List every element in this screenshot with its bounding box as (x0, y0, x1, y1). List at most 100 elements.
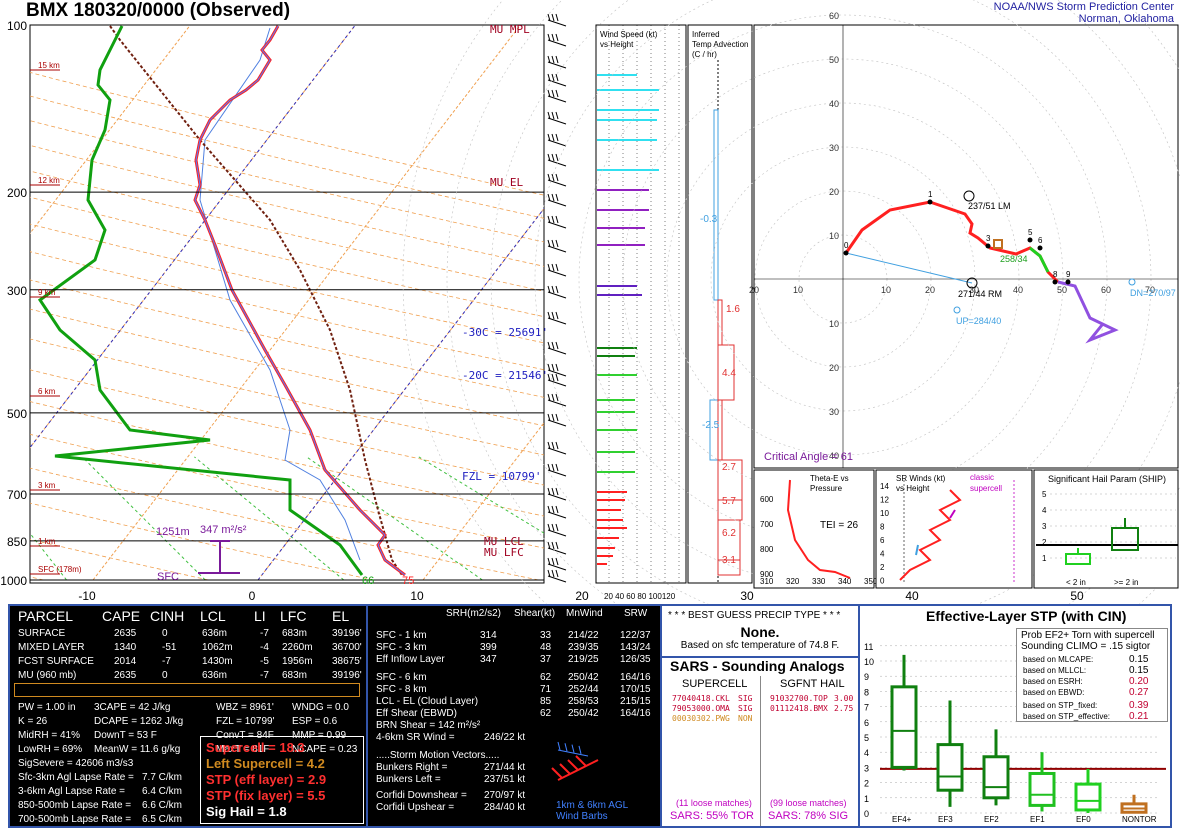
parcel-cell: 1430m (202, 656, 233, 667)
stp-prob-label: based on MLLCL: (1023, 666, 1087, 675)
pressure-label: 850 (7, 535, 27, 549)
thermo-cell: WBZ = 8961' (216, 702, 274, 713)
thermo-cell: K = 26 (18, 716, 48, 727)
isotherm (422, 422, 544, 581)
sars-hail-size: 2.75 (834, 704, 854, 713)
hodo-rm-label: 271/44 RM (958, 289, 1002, 299)
lapse-label: 700-500mb Lapse Rate = (18, 814, 132, 825)
lapse-label: 850-500mb Lapse Rate = (18, 800, 132, 811)
height-label: SFC (178m) (38, 565, 82, 574)
srw-supercell: supercell (970, 484, 1002, 493)
height-label: 15 km (38, 61, 60, 70)
stp-y-tick: 5 (864, 733, 869, 743)
hodo-dn-label: DN=270/97 (1130, 288, 1176, 298)
parcel-cell: 39196' (332, 670, 362, 681)
hodograph-frame (753, 24, 1179, 469)
hodo-y-label: 60 (829, 11, 839, 21)
theta-title: Theta-E vs (810, 474, 849, 483)
thermo-cell: MidRH = 41% (18, 730, 80, 741)
smv-value: 270/97 kt (484, 790, 526, 801)
theta-subtitle: Pressure (810, 484, 843, 493)
sars-super-date: 77040418.CKL (672, 694, 730, 703)
wind-barb (547, 311, 567, 325)
kin-cell: 314 (480, 630, 497, 641)
parcel-cell: MIXED LAYER (18, 642, 85, 653)
parcel-cell: 36700' (332, 642, 362, 653)
parcel-cell: -5 (260, 656, 269, 667)
thermo-cell: PW = 1.00 in (18, 702, 76, 713)
hodo-y-label: 40 (829, 99, 839, 109)
kin-cell: 48 (540, 642, 552, 653)
srw-subtitle: vs Height (896, 484, 930, 493)
temp-adv-warm (717, 559, 741, 576)
stp-cat-label: EF2 (984, 815, 999, 824)
wind-barb (547, 55, 567, 69)
level-annotation-mu_lfc: MU LFC (484, 546, 524, 559)
lapse-label: 3-6km Agl Lapse Rate = (18, 786, 126, 797)
wind-barb (547, 541, 567, 555)
mixing-ratio-line (194, 456, 345, 581)
sigsevere: SigSevere = 42606 m3/s3 (18, 758, 134, 769)
wind-barb (547, 413, 567, 427)
barb-1km-flag (567, 759, 579, 771)
sr-winds-panel: SR Winds (kt)vs Height classic supercell 14… (875, 469, 1033, 589)
barb-6km-flag (564, 743, 568, 752)
sr-wind-value: 246/22 kt (484, 732, 526, 743)
wind-barb (547, 133, 567, 147)
parcel-cell: -7 (162, 656, 171, 667)
wind-barb (547, 73, 567, 87)
stp-prob-label: based on STP_fixed: (1023, 701, 1098, 710)
temp-label: 10 (410, 589, 424, 603)
level-annotation-m30: -30C = 25691' (462, 326, 548, 339)
hodo-height-marker (1065, 279, 1071, 285)
sars-hail-date: 01112418.BMX (770, 704, 828, 713)
lapse-value: 6.5 C/km (142, 814, 183, 825)
kin-cell: 252/44 (568, 684, 599, 695)
dry-adiabat (30, 223, 544, 344)
kin-cell: 33 (540, 630, 552, 641)
stp-box-EF3 (936, 700, 964, 807)
stp-cat-label: EF1 (1030, 815, 1045, 824)
thermo-cell: ESP = 0.6 (292, 716, 338, 727)
barb-note-2: Wind Barbs (556, 811, 608, 822)
isotherm (92, 25, 521, 581)
parcel-cell: 1956m (282, 656, 313, 667)
barb-1km-flag (551, 767, 563, 779)
hodo-height-marker (1037, 245, 1043, 251)
barb-6km-flag (557, 741, 561, 751)
kin-header: SRH(m2/s2) (446, 608, 502, 619)
wind-barb (547, 463, 567, 477)
wind-barb (547, 193, 567, 207)
temp-adv-value: -0.3 (700, 214, 718, 225)
stp-y-tick: 6 (864, 718, 869, 728)
stp-prob-value: 0.20 (1129, 676, 1149, 687)
temp-adv-value: 4.4 (722, 368, 736, 379)
wind-speed-frame (595, 24, 687, 584)
bunkers-right-marker (966, 277, 978, 289)
temp-adv-value: -2.5 (702, 420, 720, 431)
dry-adiabat (30, 170, 544, 292)
pressure-label: 500 (7, 407, 27, 421)
parcel-cell: 1062m (202, 642, 233, 653)
hodo-x-label: 10 (793, 285, 803, 295)
parcel-cell: 38675' (332, 656, 362, 667)
stp-box-EF1 (1028, 752, 1056, 812)
corfidi-up-marker (953, 306, 961, 314)
stp-box-EF4+ (890, 654, 918, 771)
sars-hail-size: 3.00 (834, 694, 854, 703)
sars-super-date: 79053000.OMA (672, 704, 730, 713)
level-annotation-mu_el: MU EL (490, 176, 523, 189)
stp-prob-label: based on ESRH: (1023, 677, 1083, 686)
hodo-x-label: 20 (925, 285, 935, 295)
kin-cell: 215/15 (620, 696, 651, 707)
height-label: 3 km (38, 481, 56, 490)
hodo-eff-label: 258/34 (1000, 254, 1028, 264)
parcel-cell: 683m (282, 628, 308, 639)
height-label: 9 km (38, 288, 56, 297)
thermo-cell: MMP = 0.99 (292, 730, 347, 741)
smv-label: Bunkers Right = (376, 762, 448, 773)
parcel-cell: 2635 (114, 670, 137, 681)
mixing-ratio-line (30, 532, 67, 581)
temp-adv-subtitle: Temp Advection (692, 40, 748, 49)
hodo-y-label: 10 (829, 319, 839, 329)
